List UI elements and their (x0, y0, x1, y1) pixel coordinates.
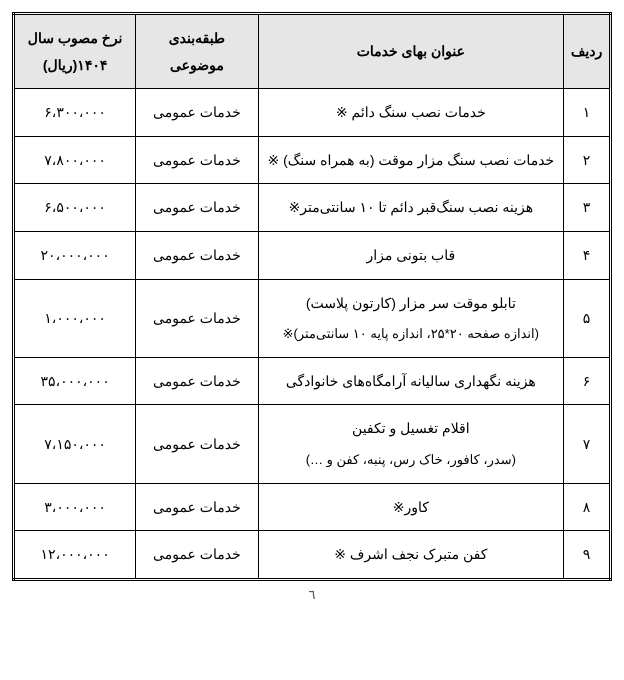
table-row: ۲خدمات نصب سنگ مزار موقت (به همراه سنگ) … (14, 136, 611, 184)
col-index: ردیف (564, 14, 611, 89)
table-row: ۷اقلام تغسیل و تکفین(سدر، کافور، خاک رس،… (14, 405, 611, 483)
cell-rate: ۳۵،۰۰۰،۰۰۰ (14, 357, 136, 405)
table-row: ۸کاور※خدمات عمومی۳،۰۰۰،۰۰۰ (14, 483, 611, 531)
cell-index: ۲ (564, 136, 611, 184)
table-row: ۱خدمات نصب سنگ دائم ※خدمات عمومی۶،۳۰۰،۰۰… (14, 89, 611, 137)
col-category: طبقه‌بندی موضوعی (136, 14, 258, 89)
cell-title: تابلو موقت سر مزار (کارتون پلاست)(اندازه… (258, 279, 564, 357)
cell-category: خدمات عمومی (136, 279, 258, 357)
cell-rate: ۷،۱۵۰،۰۰۰ (14, 405, 136, 483)
cell-index: ۷ (564, 405, 611, 483)
cell-title: قاب بتونی مزار (258, 231, 564, 279)
col-title: عنوان بهای خدمات (258, 14, 564, 89)
cell-title: کفن متبرک نجف اشرف ※ (258, 531, 564, 580)
cell-category: خدمات عمومی (136, 89, 258, 137)
cell-title: خدمات نصب سنگ دائم ※ (258, 89, 564, 137)
cell-rate: ۲۰،۰۰۰،۰۰۰ (14, 231, 136, 279)
col-rate: نرخ مصوب سال ۱۴۰۴(ریال) (14, 14, 136, 89)
cell-category: خدمات عمومی (136, 184, 258, 232)
cell-category: خدمات عمومی (136, 483, 258, 531)
cell-index: ۵ (564, 279, 611, 357)
cell-index: ۴ (564, 231, 611, 279)
table-row: ۴قاب بتونی مزارخدمات عمومی۲۰،۰۰۰،۰۰۰ (14, 231, 611, 279)
cell-title: هزینه نصب سنگ‌قبر دائم تا ۱۰ سانتی‌متر※ (258, 184, 564, 232)
cell-rate: ۳،۰۰۰،۰۰۰ (14, 483, 136, 531)
cell-category: خدمات عمومی (136, 405, 258, 483)
cell-title: اقلام تغسیل و تکفین(سدر، کافور، خاک رس، … (258, 405, 564, 483)
cell-rate: ۱،۰۰۰،۰۰۰ (14, 279, 136, 357)
table-head: ردیف عنوان بهای خدمات طبقه‌بندی موضوعی ن… (14, 14, 611, 89)
page-wrap: ردیف عنوان بهای خدمات طبقه‌بندی موضوعی ن… (12, 12, 612, 603)
services-table: ردیف عنوان بهای خدمات طبقه‌بندی موضوعی ن… (12, 12, 612, 581)
cell-category: خدمات عمومی (136, 531, 258, 580)
table-row: ۹کفن متبرک نجف اشرف ※خدمات عمومی۱۲،۰۰۰،۰… (14, 531, 611, 580)
page-number: ٦ (12, 587, 612, 603)
table-row: ۳هزینه نصب سنگ‌قبر دائم تا ۱۰ سانتی‌متر※… (14, 184, 611, 232)
cell-index: ۳ (564, 184, 611, 232)
table-body: ۱خدمات نصب سنگ دائم ※خدمات عمومی۶،۳۰۰،۰۰… (14, 89, 611, 580)
cell-index: ۱ (564, 89, 611, 137)
table-row: ۵تابلو موقت سر مزار (کارتون پلاست)(انداز… (14, 279, 611, 357)
table-row: ۶هزینه نگهداری سالیانه آرامگاه‌های خانوا… (14, 357, 611, 405)
cell-subtitle: (اندازه صفحه ۲۰*۲۵، اندازه پایه ۱۰ سانتی… (265, 322, 558, 347)
cell-title: خدمات نصب سنگ مزار موقت (به همراه سنگ) ※ (258, 136, 564, 184)
cell-index: ۸ (564, 483, 611, 531)
cell-subtitle: (سدر، کافور، خاک رس، پنبه، کفن و …) (265, 448, 558, 473)
cell-rate: ۷،۸۰۰،۰۰۰ (14, 136, 136, 184)
cell-title: کاور※ (258, 483, 564, 531)
cell-index: ۹ (564, 531, 611, 580)
cell-category: خدمات عمومی (136, 136, 258, 184)
cell-rate: ۱۲،۰۰۰،۰۰۰ (14, 531, 136, 580)
cell-rate: ۶،۳۰۰،۰۰۰ (14, 89, 136, 137)
cell-index: ۶ (564, 357, 611, 405)
cell-category: خدمات عمومی (136, 357, 258, 405)
cell-rate: ۶،۵۰۰،۰۰۰ (14, 184, 136, 232)
cell-category: خدمات عمومی (136, 231, 258, 279)
cell-title: هزینه نگهداری سالیانه آرامگاه‌های خانواد… (258, 357, 564, 405)
